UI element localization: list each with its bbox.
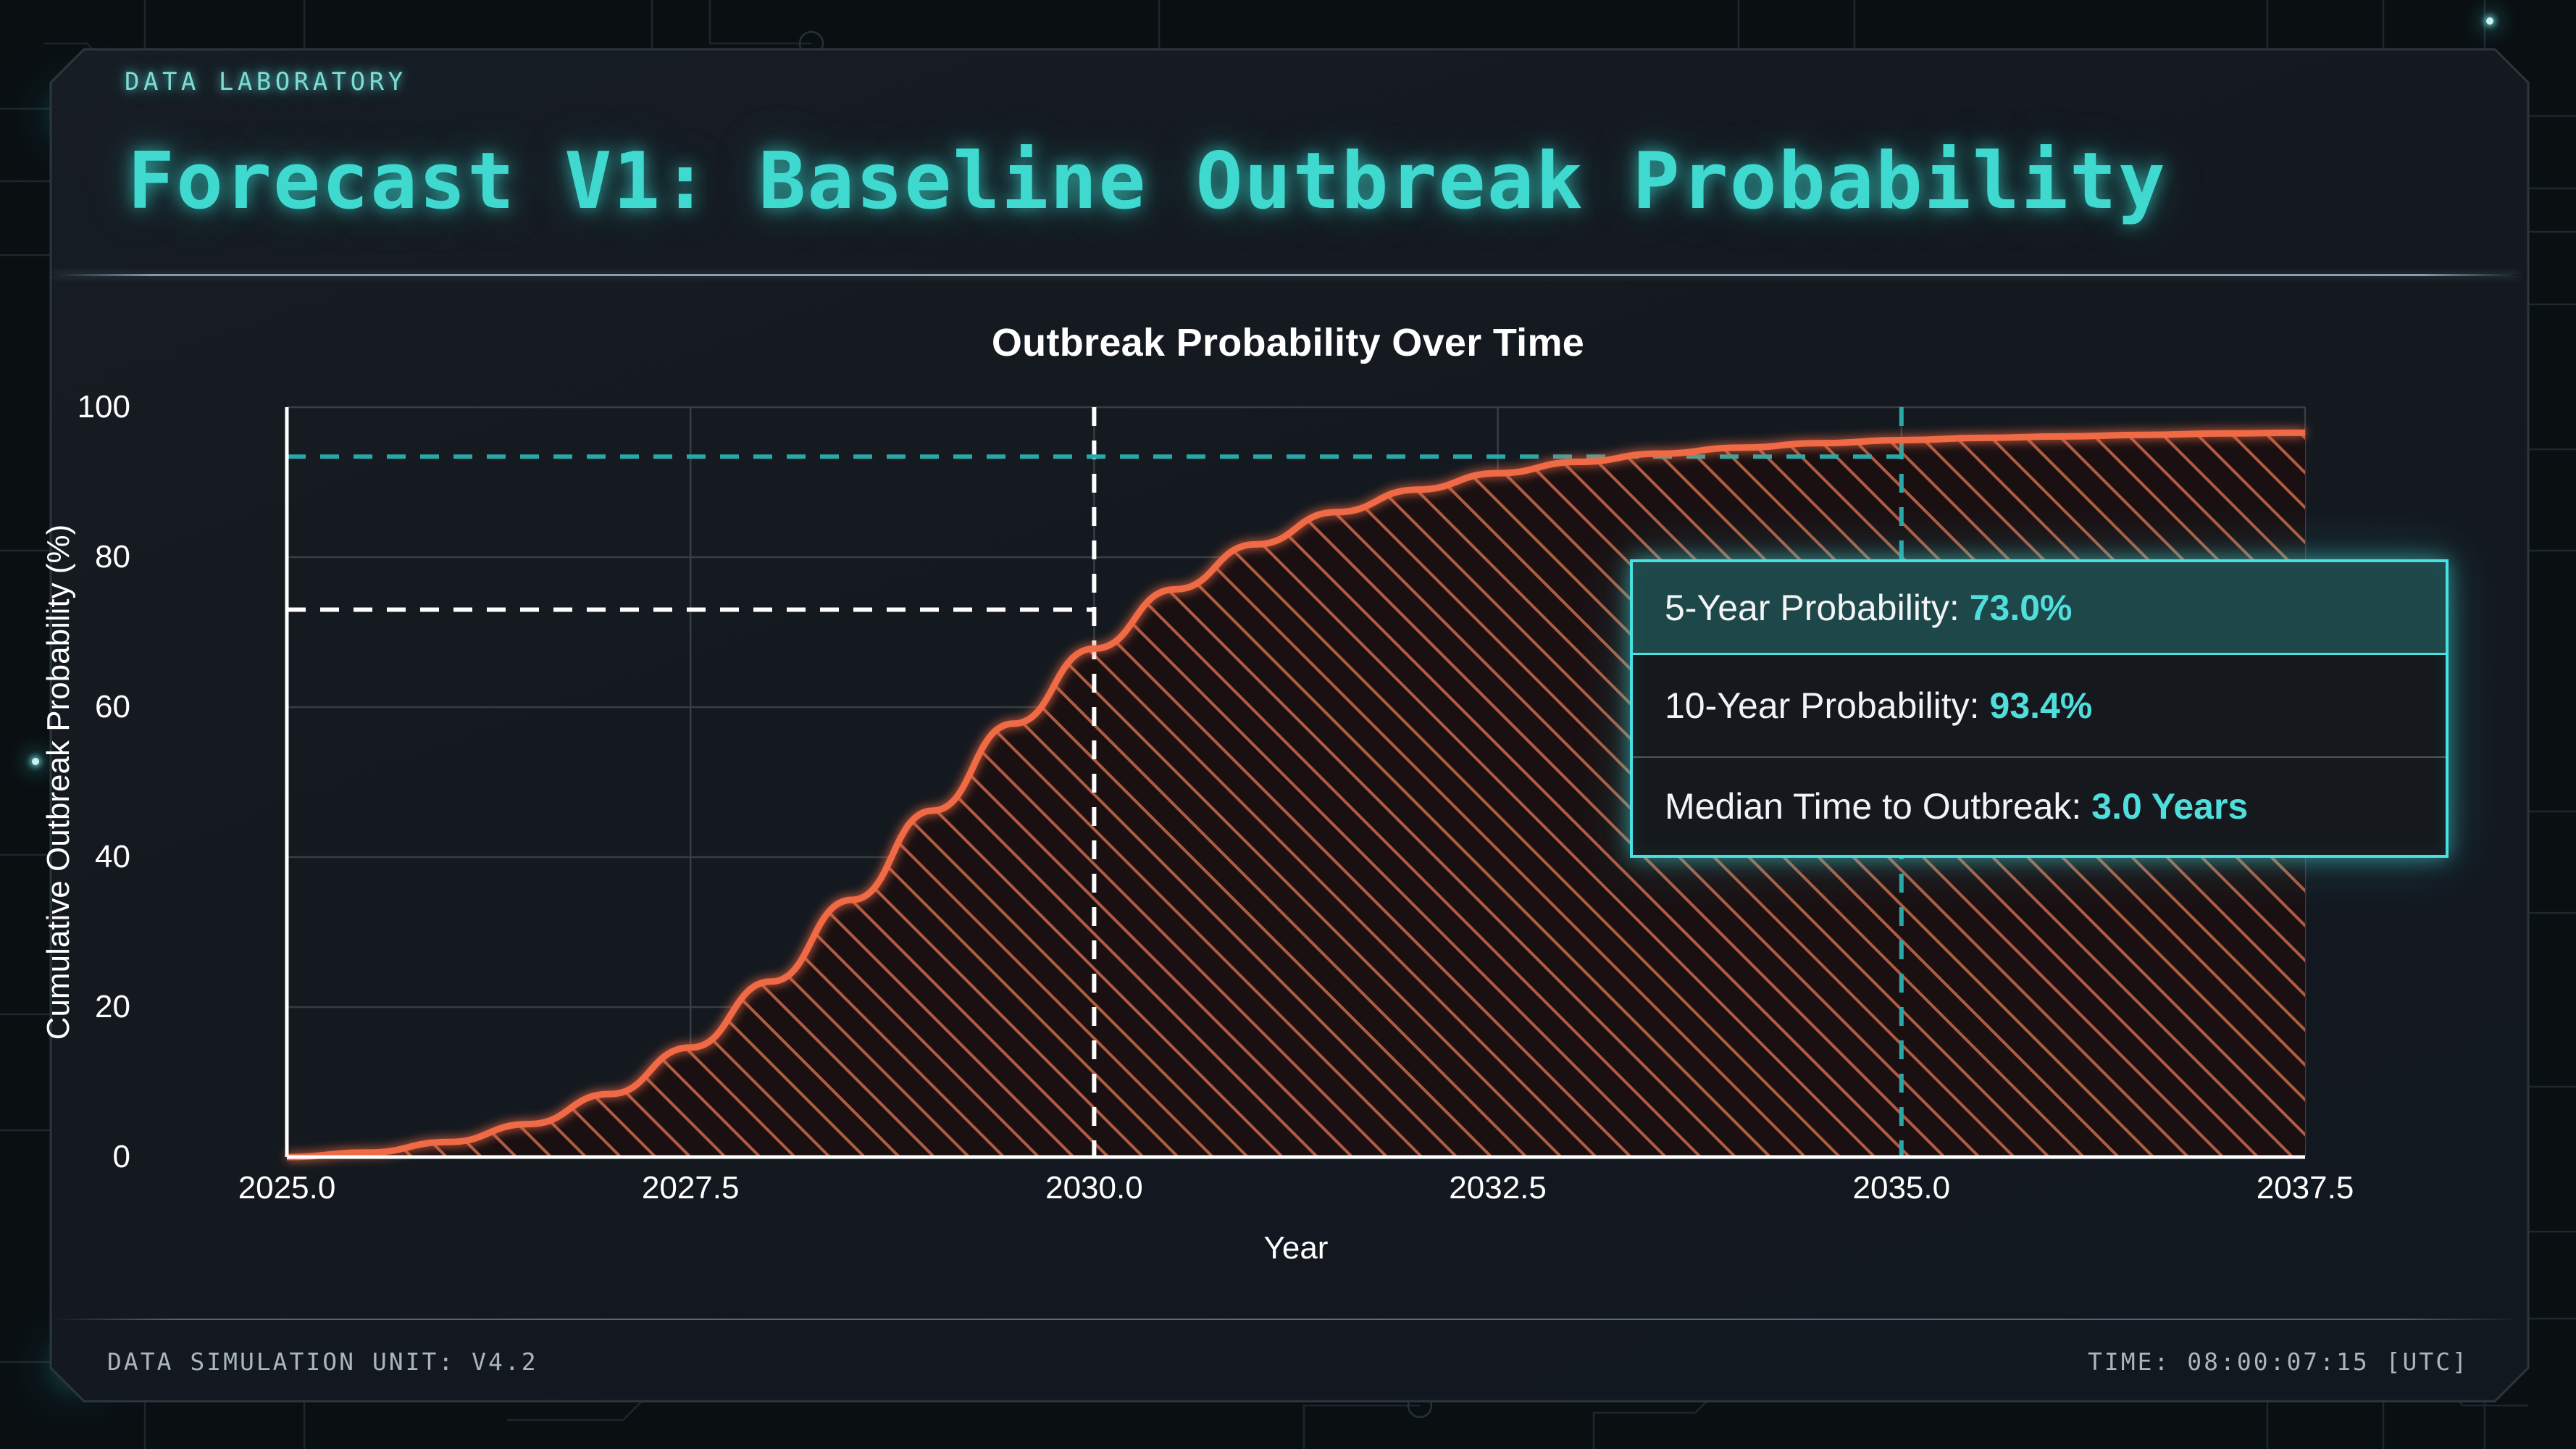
stat-value: 73.0% (1969, 587, 2073, 628)
stat-row-median-time[interactable]: Median Time to Outbreak: 3.0 Years (1633, 756, 2446, 855)
stat-label: Median Time to Outbreak: (1665, 786, 2082, 827)
stat-label: 5-Year Probability: (1665, 587, 1960, 628)
glow-dot-left-mid (32, 758, 39, 765)
y-tick-label: 20 (95, 989, 130, 1024)
x-tick-label: 2035.0 (1852, 1170, 1951, 1206)
chart-title: Outbreak Probability Over Time (991, 321, 1585, 364)
footer-unit-label: DATA SIMULATION UNIT: V4.2 (107, 1348, 538, 1376)
page-eyebrow: DATA LABORATORY (125, 67, 407, 96)
x-tick-label: 2027.5 (641, 1170, 740, 1206)
footer-timestamp: TIME: 08:00:07:15 [UTC] (2088, 1348, 2469, 1376)
stat-label: 10-Year Probability: (1665, 685, 1980, 726)
x-tick-label: 2037.5 (2256, 1170, 2354, 1206)
stats-summary-box: 5-Year Probability: 73.0% 10-Year Probab… (1630, 559, 2449, 858)
x-tick-label: 2025.0 (238, 1170, 336, 1206)
x-tick-label: 2030.0 (1045, 1170, 1143, 1206)
stat-value: 93.4% (1989, 685, 2093, 726)
chart-series-line (286, 429, 2306, 1161)
stat-row-5-year[interactable]: 5-Year Probability: 73.0% (1633, 562, 2446, 655)
header-divider (52, 274, 2519, 276)
chart-x-tick-labels: 2025.0 2027.5 2030.0 2032.5 2035.0 2037.5 (238, 1170, 2354, 1221)
stat-row-10-year[interactable]: 10-Year Probability: 93.4% (1633, 655, 2446, 756)
y-tick-label: 100 (77, 389, 130, 425)
y-tick-label: 0 (112, 1139, 130, 1174)
corner-glow-dot-top-right (2486, 17, 2493, 25)
y-tick-label: 40 (95, 839, 130, 874)
chart-y-axis-title: Cumulative Outbreak Probability (%) (41, 524, 76, 1040)
stat-value: 3.0 Years (2091, 786, 2249, 827)
page-title: Forecast V1: Baseline Outbreak Probabili… (127, 136, 2167, 227)
footer-divider (52, 1319, 2519, 1320)
y-tick-label: 60 (95, 689, 130, 724)
y-tick-label: 80 (95, 539, 130, 575)
chart-x-axis-title: Year (1263, 1230, 1329, 1266)
x-tick-label: 2032.5 (1449, 1170, 1547, 1206)
